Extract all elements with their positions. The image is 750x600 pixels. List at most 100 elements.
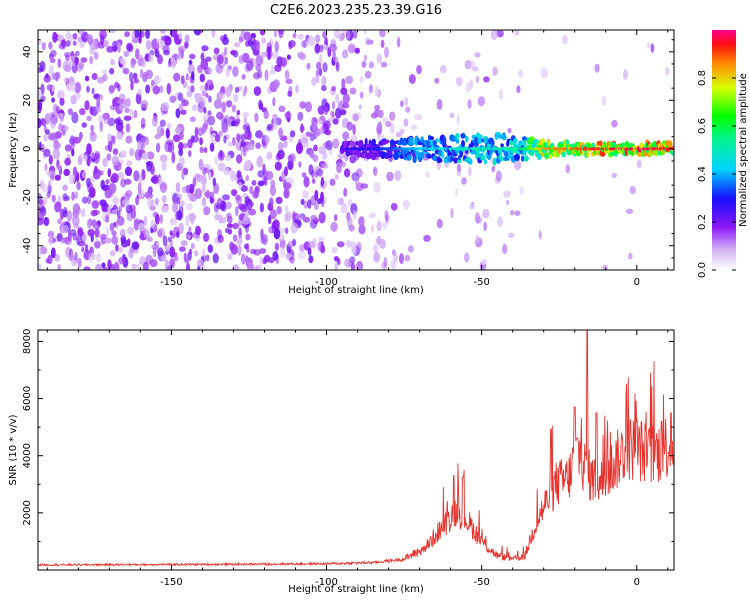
spectrogram-noise-cell [174,126,182,134]
spectrogram-noise-cell [275,196,283,205]
spectrogram-noise-cell [646,42,651,49]
spectrogram-noise-cell [38,100,43,112]
spectrogram-noise-cell [101,262,106,268]
spectrogram-noise-cell [359,91,364,99]
spectrogram-noise-cell [248,208,257,216]
spectrogram-noise-cell [354,47,361,54]
spectrogram-noise-cell [182,99,189,107]
spectrogram-noise-cell [189,53,196,60]
spectrogram-noise-cell [629,186,636,195]
spectrogram-noise-cell [66,210,73,222]
spectrogram-noise-cell [202,265,207,270]
spectrogram-noise-cell [345,75,354,85]
spectrogram-noise-cell [98,114,102,124]
spectrogram-noise-cell [483,76,490,83]
spectrogram-noise-cell [77,227,84,238]
spectrogram-noise-cell [261,37,267,44]
spectrogram-noise-cell [227,253,233,260]
spectrogram-noise-cell [208,67,213,75]
spectrogram-noise-cell [404,97,409,106]
spectrogram-noise-cell [347,43,356,54]
spectrogram-noise-cell [337,152,345,160]
x-tick-label: -50 [473,577,489,588]
spectrogram-noise-cell [272,251,279,261]
y-tick-label: 20 [22,94,33,107]
spectrogram-noise-cell [403,118,409,127]
spectrogram-noise-cell [191,71,195,81]
spectrogram-noise-cell [96,252,101,263]
spectrogram-noise-cell [450,207,454,219]
spectrogram-noise-cell [83,266,91,270]
spectrogram-noise-cell [341,78,346,90]
spectrogram-noise-cell [185,202,193,211]
spectrogram-noise-cell [163,49,170,56]
spectrogram-noise-cell [56,164,62,172]
spectrogram-noise-cell [337,197,342,206]
spectrogram-noise-cell [173,72,181,82]
spectrogram-noise-cell [102,157,108,168]
spectrogram-noise-cell [602,264,608,270]
spectrogram-ridge-cell [442,142,447,148]
spectrogram-noise-cell [235,194,241,201]
spectrogram-noise-cell [247,130,252,141]
spectrogram-noise-cell [205,56,212,62]
spectrogram-noise-cell [73,136,81,144]
spectrogram-ridge-cell [476,134,483,139]
spectrogram-noise-cell [71,215,80,226]
spectrogram-noise-cell [322,31,328,39]
spectrogram-noise-cell [96,96,101,108]
spectrogram-noise-cell [51,194,56,203]
spectrogram-noise-cell [374,86,380,98]
x-tick-label: -150 [160,577,183,588]
spectrogram-noise-cell [154,49,160,58]
spectrogram-noise-cell [334,261,339,270]
spectrogram-noise-cell [236,170,242,179]
spectrogram-noise-cell [229,170,237,182]
spectrogram-noise-cell [382,221,388,230]
spectrogram-ridge-cell [473,139,479,147]
spectrogram-noise-cell [285,182,291,190]
spectrogram-noise-cell [384,46,389,59]
spectrogram-noise-cell [180,48,185,59]
spectrogram-noise-cell [178,32,183,40]
spectrogram-noise-cell [278,128,283,137]
spectrogram-noise-cell [347,199,353,207]
spectrogram-noise-cell [38,38,42,46]
spectrogram-noise-cell [57,34,65,41]
spectrogram-noise-cell [81,246,85,253]
spectrogram-noise-cell [180,240,188,247]
spectrogram-noise-cell [166,83,172,95]
spectrogram-noise-cell [514,30,520,36]
spectrogram-noise-cell [94,240,101,249]
spectrogram-noise-cell [225,67,230,78]
spectrogram-noise-cell [167,122,172,130]
spectrogram-noise-cell [308,164,314,176]
spectrogram-noise-cell [57,89,65,100]
spectrogram-noise-cell [340,202,348,214]
colorbar-gradient [712,30,736,270]
spectrogram-noise-cell [172,134,181,143]
spectrogram-noise-cell [91,87,95,95]
spectrogram-noise-cell [342,93,350,104]
spectrogram-noise-cell [514,210,521,216]
spectrogram-noise-cell [157,54,164,65]
spectrogram-noise-cell [334,30,341,39]
spectrogram-noise-cell [91,72,98,81]
spectrogram-noise-cell [242,89,247,97]
spectrogram-noise-cell [257,69,263,79]
spectrogram-noise-cell [212,253,219,264]
spectrogram-noise-cell [377,121,383,133]
spectrogram-ridge-cell [523,155,529,162]
spectrogram-noise-cell [335,107,342,119]
spectrogram-noise-cell [78,61,85,70]
spectrogram-noise-cell [175,108,181,119]
spectrogram-noise-cell [81,122,87,128]
spectrogram-noise-cell [203,106,207,114]
spectrogram-noise-cell [311,178,316,184]
spectrogram-ridge-cell [439,158,443,163]
spectrogram-noise-cell [240,146,244,156]
spectrogram-noise-cell [121,199,129,207]
spectrogram-noise-cell [389,111,396,121]
spectrogram-noise-cell [207,115,216,126]
snr-x-label: Height of straight line (km) [288,584,424,595]
